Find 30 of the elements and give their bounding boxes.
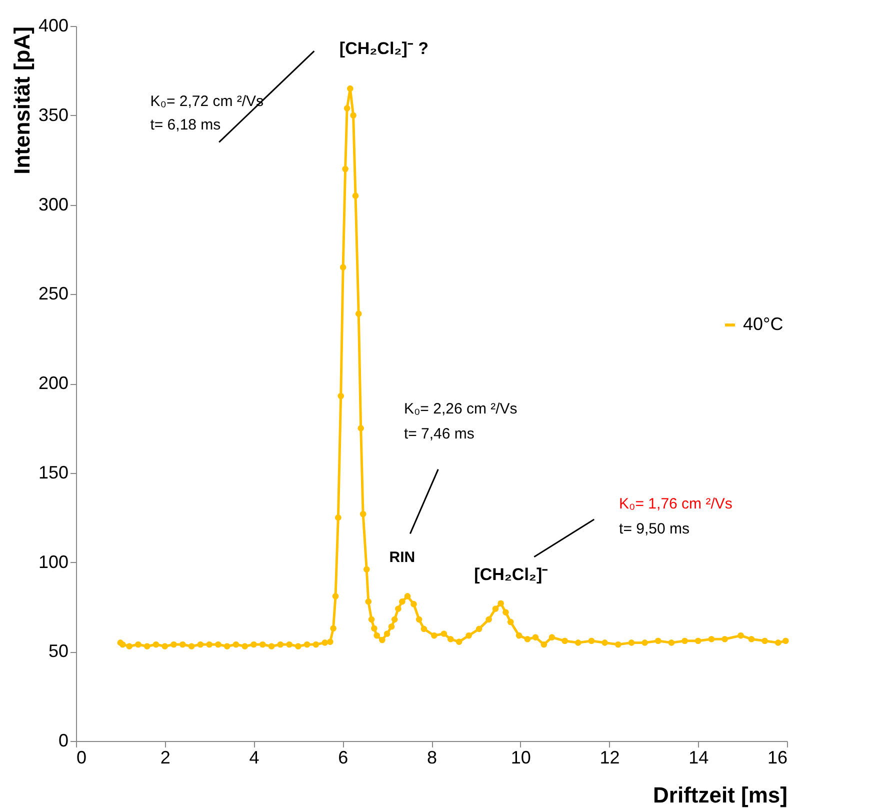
annotation: K₀= 2,26 cm ²/Vs xyxy=(404,400,518,418)
x-tick-label: 12 xyxy=(600,748,620,768)
x-tick-label: 8 xyxy=(426,748,438,768)
y-tick-label: 400 xyxy=(38,16,68,36)
y-tick-label: 250 xyxy=(38,284,68,304)
y-tick-label: 350 xyxy=(38,104,68,125)
y-tick-label: 50 xyxy=(48,641,68,662)
x-tick-label: 2 xyxy=(160,748,170,768)
x-tick-label: 4 xyxy=(249,748,260,768)
y-tick-label: 300 xyxy=(38,194,68,214)
annotation: t= 6,18 ms xyxy=(150,116,221,134)
annotation: t= 9,50 ms xyxy=(619,520,690,538)
x-tick-label: 0 xyxy=(76,748,87,768)
annotation: K₀= 1,76 cm ²/Vs xyxy=(619,495,732,512)
y-tick-label: 100 xyxy=(38,552,68,572)
annotation: RIN xyxy=(389,548,416,566)
annotation: K₀= 2,72 cm ²/Vs xyxy=(150,93,264,110)
legend-label: 40°C xyxy=(743,314,784,334)
y-tick-label: 0 xyxy=(58,730,68,750)
annotation: t= 7,46 ms xyxy=(404,426,474,443)
x-tick-label: 16 xyxy=(767,748,788,768)
x-tick-label: 10 xyxy=(510,748,531,768)
annotation: [CH₂Cl₂]⁻ xyxy=(474,564,548,584)
y-tick-label: 150 xyxy=(38,462,68,482)
x-tick-label: 14 xyxy=(688,748,709,768)
x-tick-label: 6 xyxy=(338,748,348,768)
annotation: [CH₂Cl₂]⁻ ? xyxy=(339,39,428,58)
x-axis-title: Driftzeit [ms] xyxy=(653,782,788,808)
y-axis-title: Intensität [pA] xyxy=(9,26,34,174)
y-tick-label: 200 xyxy=(38,373,68,393)
